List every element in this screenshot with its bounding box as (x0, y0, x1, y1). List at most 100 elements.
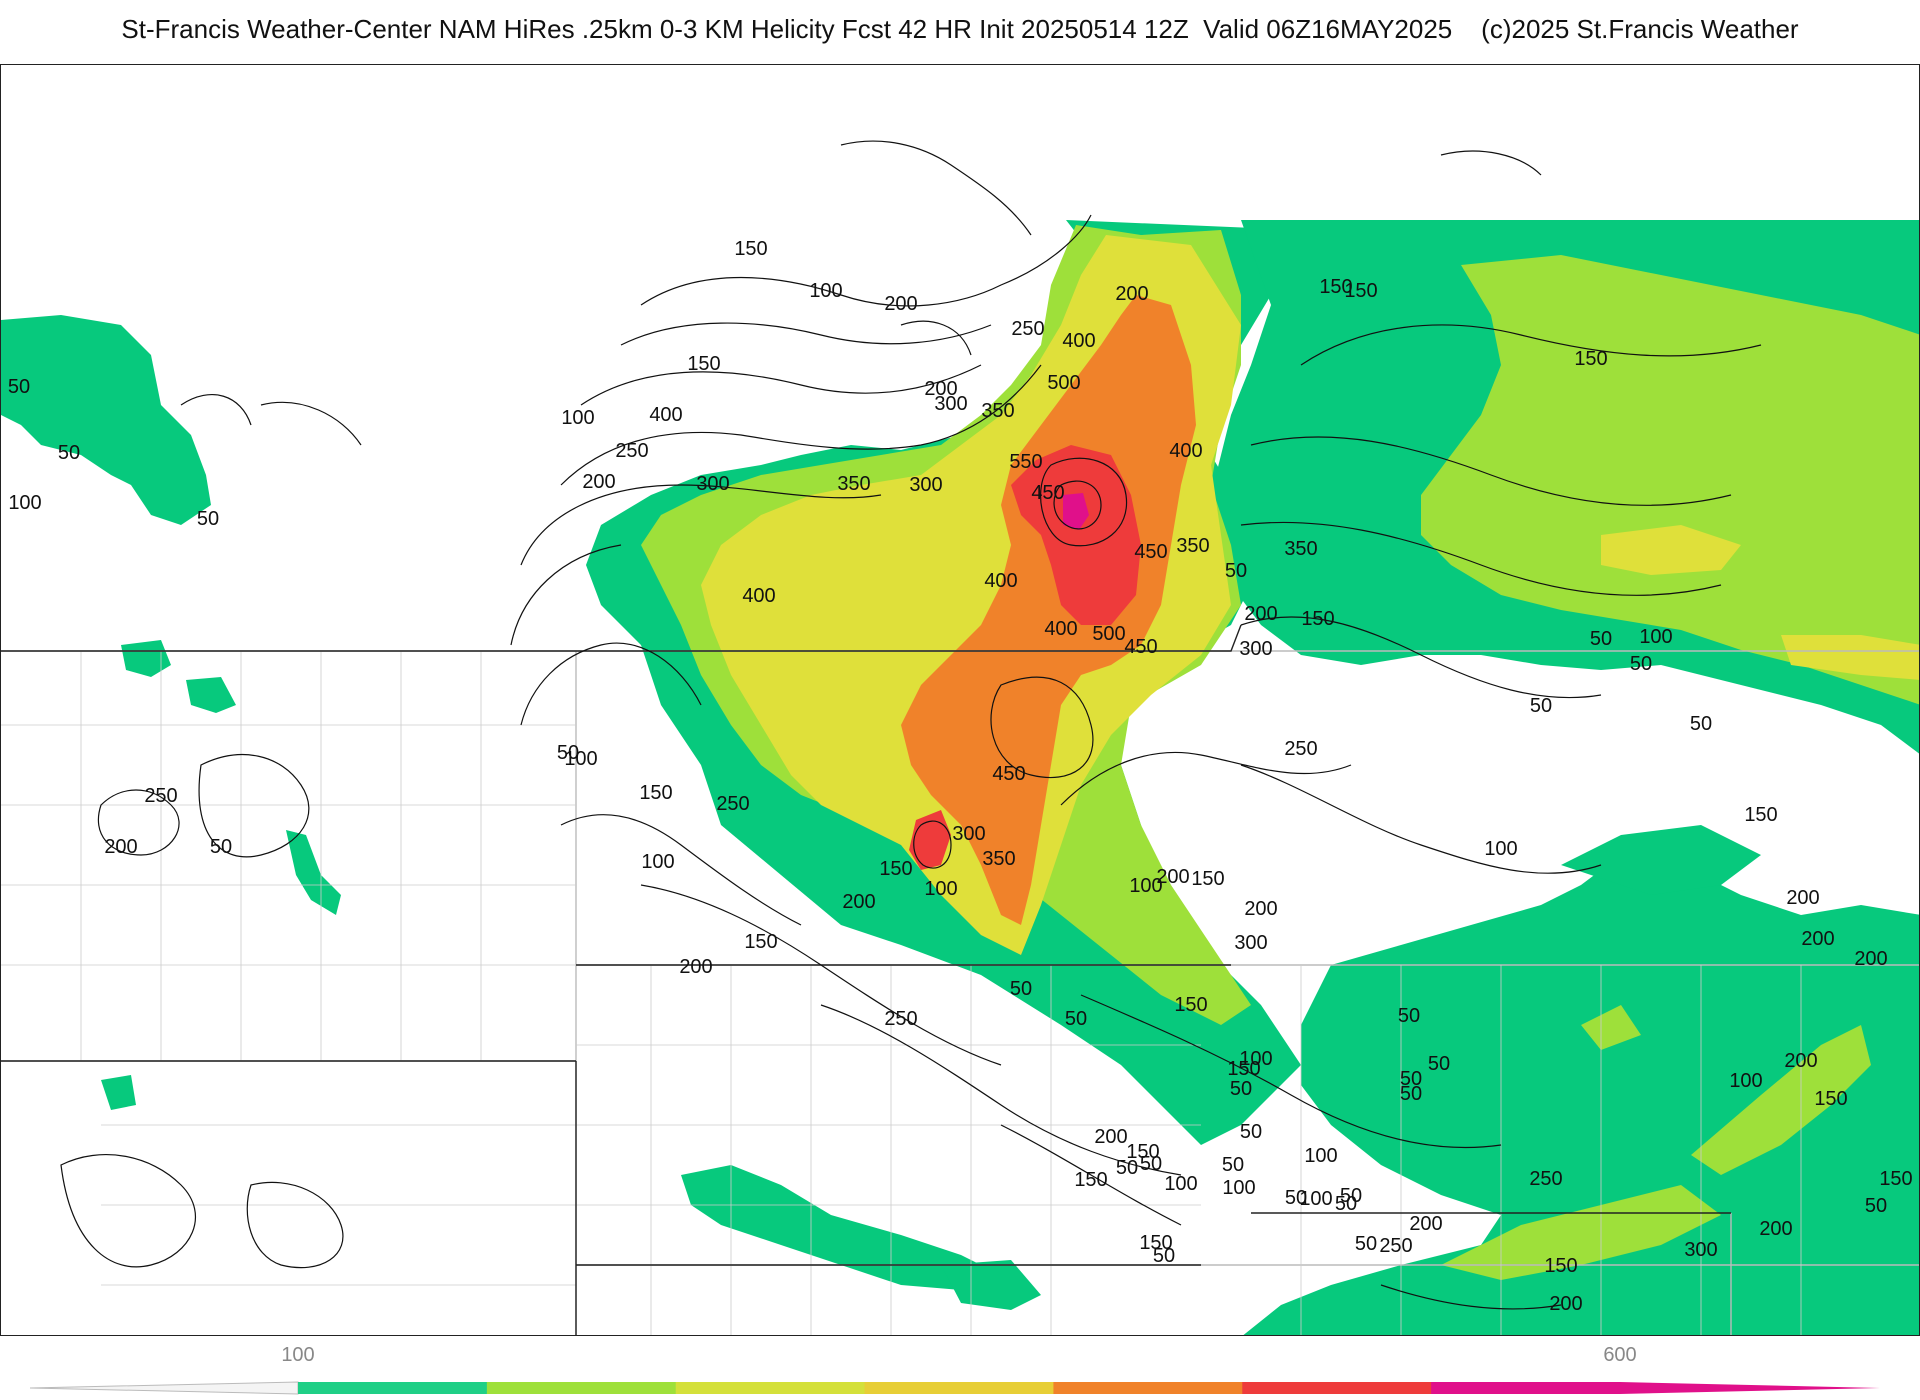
fill-yg-se2 (1691, 1025, 1871, 1175)
contour-label: 350 (981, 400, 1014, 422)
contour-label: 150 (744, 931, 777, 953)
colorbar-segment (298, 1382, 488, 1394)
contour-label: 200 (1784, 1050, 1817, 1072)
contour-label: 50 (1116, 1157, 1138, 1179)
contour-label: 150 (1544, 1255, 1577, 1277)
contour-label: 50 (1285, 1187, 1307, 1209)
contour-label: 50 (1590, 628, 1612, 650)
contour-label: 350 (1284, 538, 1317, 560)
contour-label: 50 (197, 508, 219, 530)
contour-label: 350 (1176, 535, 1209, 557)
contour-label: 300 (934, 393, 967, 415)
contour-label: 400 (1044, 618, 1077, 640)
contour-label: 100 (1164, 1173, 1197, 1195)
contour-label: 350 (982, 848, 1015, 870)
contour-label: 200 (884, 293, 917, 315)
contour-label: 200 (1854, 948, 1887, 970)
contour-label: 150 (1301, 608, 1334, 630)
contour-label: 400 (742, 585, 775, 607)
helicity-map: 150 100 200 150 250 400 500 200 350 550 400 450 450 3… (0, 64, 1920, 1336)
contour-label: 50 (210, 836, 232, 858)
contour-label: 50 (1865, 1195, 1887, 1217)
contour-label: 50 (1230, 1078, 1252, 1100)
contour-label: 200 (1409, 1213, 1442, 1235)
contour-label: 50 (1225, 560, 1247, 582)
fill-yg-se (1441, 1185, 1721, 1280)
contour-label: 50 (1400, 1068, 1422, 1090)
fill-magenta-core (1063, 493, 1089, 530)
colorbar-segment (864, 1382, 1054, 1394)
helicity-fill-layer (1, 220, 1919, 1335)
contour-label: 250 (615, 440, 648, 462)
fill-west-small3 (286, 830, 341, 915)
contour-label: 100 (1304, 1145, 1337, 1167)
fill-yellow-ne2 (1781, 635, 1919, 680)
contour-label: 150 (1227, 1058, 1260, 1080)
contour-label: 250 (1284, 738, 1317, 760)
contour-label: 50 (1530, 695, 1552, 717)
contour-label: 50 (557, 742, 579, 764)
contour-label: 100 (1239, 1048, 1272, 1070)
fill-yg-ne (1421, 255, 1919, 705)
contour-label: 100 (924, 878, 957, 900)
contour-label: 500 (1047, 372, 1080, 394)
fill-yellow-ne (1601, 525, 1741, 575)
contour-label: 300 (1684, 1239, 1717, 1261)
contour-label: 250 (144, 785, 177, 807)
contour-label: 100 (564, 748, 597, 770)
contour-label: 100 (561, 407, 594, 429)
contour-label: 100 (1729, 1070, 1762, 1092)
colorbar-tick-600: 600 (1603, 1344, 1637, 1366)
contour-label: 50 (1065, 1008, 1087, 1030)
contour-label: 100 (1299, 1188, 1332, 1210)
contour-label: 50 (1690, 713, 1712, 735)
contour-label: 550 (1009, 451, 1042, 473)
contour-label: 250 (884, 1008, 917, 1030)
contour-label: 400 (649, 404, 682, 426)
fill-west-small1 (121, 640, 171, 677)
colorbar-segment (1053, 1382, 1243, 1394)
fill-s-band2 (941, 1260, 1041, 1310)
contour-label: 50 (1340, 1185, 1362, 1207)
fill-red-north (1011, 445, 1141, 625)
contour-label: 200 (1801, 928, 1834, 950)
contour-label: 50 (1335, 1193, 1357, 1215)
contour-label: 300 (909, 474, 942, 496)
contour-label: 200 (1759, 1218, 1792, 1240)
contour-label: 400 (1169, 440, 1202, 462)
fill-s-band1 (681, 1165, 1001, 1290)
contour-label: 150 (879, 858, 912, 880)
contour-label: 50 (1222, 1154, 1244, 1176)
contour-label: 50 (1630, 653, 1652, 675)
contour-label: 200 (679, 956, 712, 978)
colorbar-segment (675, 1382, 866, 1394)
contour-layer (60, 140, 1762, 1310)
colorbar-bar (29, 1381, 1880, 1395)
contour-label: 100 (641, 851, 674, 873)
colorbar-segment (1242, 1382, 1432, 1394)
fill-se-green (1243, 855, 1919, 1335)
contour-label: 150 (1126, 1141, 1159, 1163)
contour-label: 200 (1549, 1293, 1582, 1315)
contour-label: 150 (1574, 348, 1607, 370)
contour-label: 400 (984, 570, 1017, 592)
contour-label: 200 (104, 836, 137, 858)
contour-label: 300 (952, 823, 985, 845)
fill-west-nw (1, 315, 211, 525)
fill-orange-north (901, 295, 1196, 925)
contour-label: 250 (1011, 318, 1044, 340)
colorbar-segment (486, 1382, 677, 1394)
contour-label: 50 (8, 376, 30, 398)
contour-label: 150 (639, 782, 672, 804)
fill-red-south (909, 810, 951, 870)
contour-label: 200 (1156, 866, 1189, 888)
contour-label: 200 (1244, 603, 1277, 625)
contour-label: 150 (1074, 1169, 1107, 1191)
contour-label: 350 (837, 473, 870, 495)
contour-label: 150 (687, 353, 720, 375)
contour-label: 250 (1529, 1168, 1562, 1190)
contour-label: 150 (1319, 276, 1352, 298)
contour-label: 300 (696, 473, 729, 495)
